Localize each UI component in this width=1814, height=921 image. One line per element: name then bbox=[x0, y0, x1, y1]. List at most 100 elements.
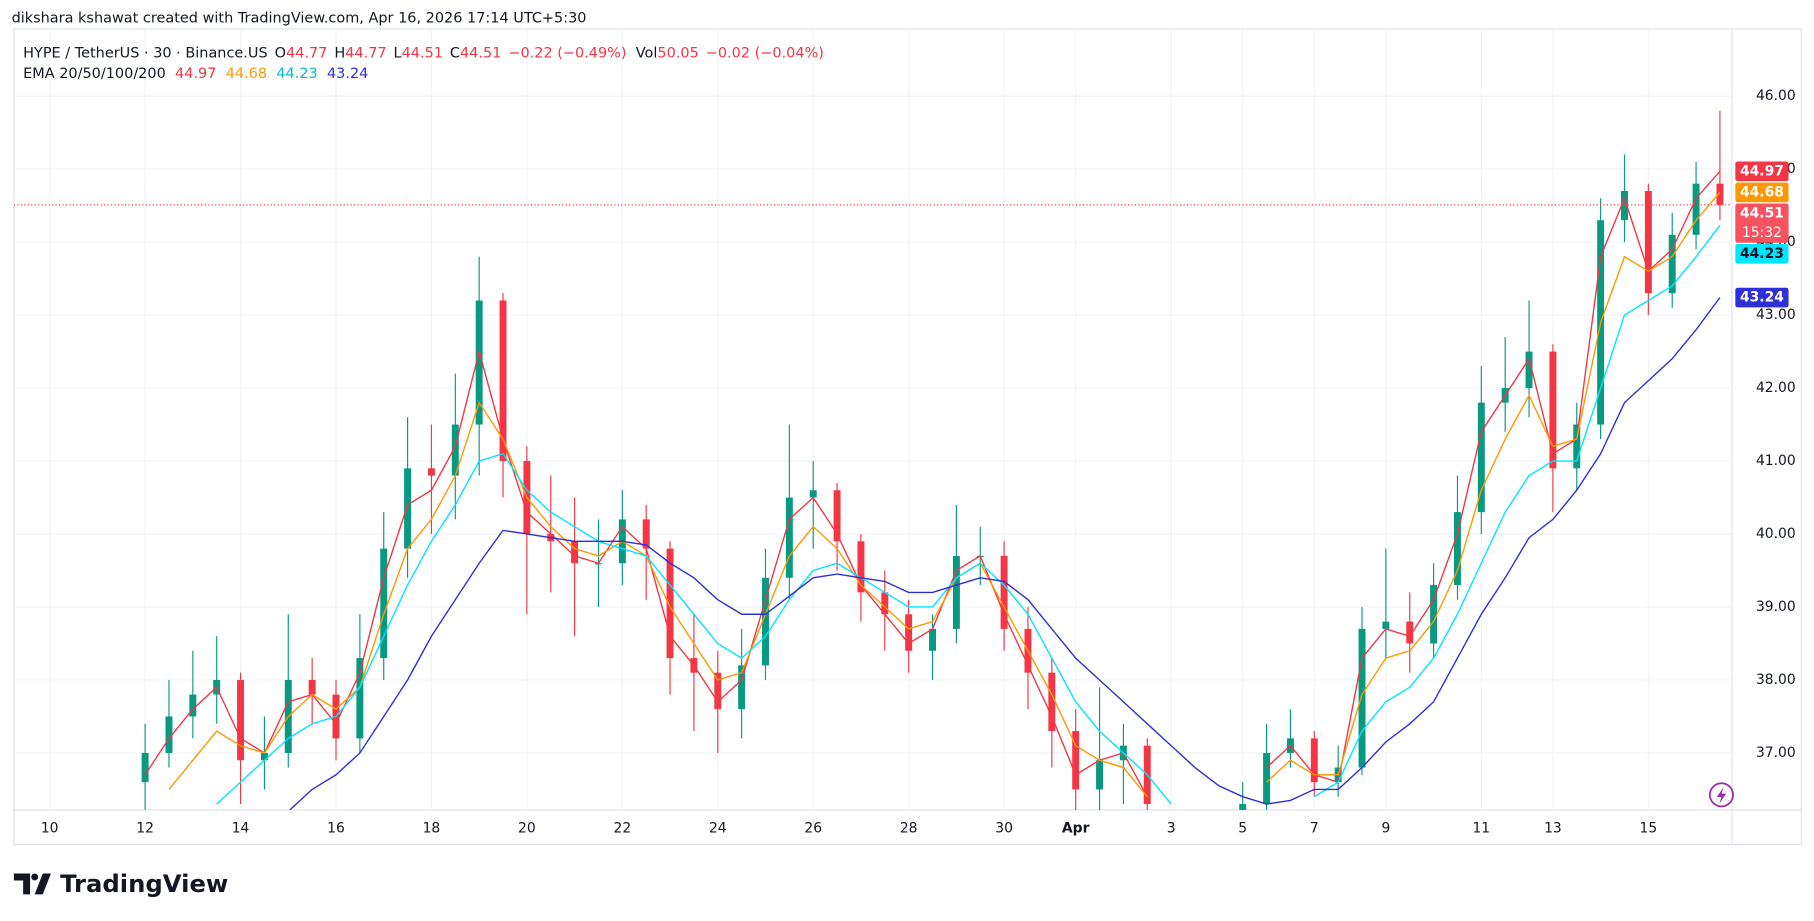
x-tick-label: 30 bbox=[995, 820, 1013, 836]
x-tick-label: 7 bbox=[1310, 820, 1319, 836]
price-badge bbox=[1735, 161, 1789, 182]
candle-body bbox=[714, 672, 722, 710]
x-tick-label: 15 bbox=[1640, 820, 1658, 836]
ema-legend: EMA 20/50/100/200 44.97 44.68 44.23 43.24 bbox=[23, 66, 368, 82]
logo-text: TradingView bbox=[60, 869, 228, 898]
candle-body bbox=[141, 752, 149, 783]
candle-body bbox=[1573, 424, 1581, 469]
candle-body bbox=[380, 548, 388, 659]
countdown: 15:32 bbox=[1742, 225, 1782, 241]
candle-body bbox=[189, 694, 197, 717]
ohlc-value: 44.51 bbox=[460, 45, 501, 61]
candle-body bbox=[260, 752, 268, 761]
price-badge bbox=[1735, 243, 1789, 264]
candle-body bbox=[237, 679, 245, 761]
candle-body bbox=[1692, 183, 1700, 235]
ema-line bbox=[216, 224, 1721, 805]
x-tick-label: 10 bbox=[41, 820, 59, 836]
ohlc-key: C bbox=[450, 45, 460, 61]
y-tick-label: 40.00 bbox=[1756, 526, 1796, 542]
x-tick-label: 12 bbox=[136, 820, 154, 836]
candle-body bbox=[475, 300, 483, 425]
price-badge-label: 44.97 bbox=[1740, 163, 1784, 179]
candle-body bbox=[1382, 621, 1390, 629]
x-tick-label: 3 bbox=[1167, 820, 1176, 836]
candle-body bbox=[785, 497, 793, 578]
candle-body bbox=[666, 548, 674, 659]
candle-body bbox=[427, 468, 435, 476]
candle-body bbox=[1477, 402, 1485, 513]
ohlc-key: O bbox=[275, 45, 286, 61]
x-tick-label: 20 bbox=[518, 820, 536, 836]
x-tick-label: 26 bbox=[804, 820, 822, 836]
candle-body bbox=[809, 490, 817, 498]
candle-body bbox=[1668, 234, 1676, 294]
ema-label: EMA 20/50/100/200 bbox=[23, 66, 166, 82]
y-tick-label: 43.00 bbox=[1756, 307, 1796, 323]
x-tick-label: 24 bbox=[709, 820, 727, 836]
volume-label: Vol bbox=[636, 45, 658, 61]
candle-body bbox=[762, 577, 769, 666]
candle-body bbox=[404, 468, 412, 549]
x-tick-label: Apr bbox=[1062, 820, 1090, 836]
x-tick-label: 9 bbox=[1381, 820, 1390, 836]
ema-value: 43.24 bbox=[327, 66, 368, 82]
candle-body bbox=[1621, 190, 1628, 221]
price-badge bbox=[1735, 182, 1789, 203]
candle-body bbox=[1048, 672, 1056, 732]
candle-body bbox=[1525, 351, 1533, 389]
candle-body bbox=[356, 658, 364, 739]
ohlc-key: L bbox=[394, 45, 402, 61]
ohlc-key: H bbox=[334, 45, 345, 61]
y-tick-label: 42.00 bbox=[1756, 380, 1796, 396]
candle-body bbox=[1358, 628, 1366, 768]
alert-icon bbox=[1709, 782, 1734, 808]
price-badge-label: 44.68 bbox=[1740, 184, 1784, 200]
candle-body bbox=[952, 555, 960, 629]
ohlc-value: 44.77 bbox=[345, 45, 386, 61]
candle-body bbox=[1263, 752, 1271, 805]
ohlc-value: 44.51 bbox=[402, 45, 443, 61]
change: −0.22 (−0.49%) bbox=[508, 45, 626, 61]
price-badge-label: 44.23 bbox=[1740, 246, 1784, 262]
ema-value: 44.97 bbox=[175, 66, 216, 82]
candle-body bbox=[1453, 512, 1461, 586]
y-tick-label: 41.00 bbox=[1756, 453, 1796, 469]
candle-body bbox=[451, 424, 459, 476]
candle-body bbox=[833, 490, 841, 542]
candle-body bbox=[642, 519, 650, 549]
x-tick-label: 18 bbox=[423, 820, 441, 836]
x-tick-label: 16 bbox=[327, 820, 345, 836]
ema-line bbox=[288, 297, 1721, 810]
ema-value: 44.23 bbox=[276, 66, 317, 82]
x-tick-label: 11 bbox=[1472, 820, 1490, 836]
price-badge-label: 43.24 bbox=[1740, 290, 1784, 306]
price-badge bbox=[1735, 203, 1789, 243]
candle-body bbox=[1000, 555, 1008, 629]
x-tick-label: 13 bbox=[1544, 820, 1562, 836]
candle-body bbox=[738, 665, 746, 710]
candle-body bbox=[929, 628, 936, 651]
volume: 50.05 bbox=[657, 45, 698, 61]
attribution: dikshara kshawat created with TradingVie… bbox=[12, 11, 587, 27]
volume-change: −0.02 (−0.04%) bbox=[706, 45, 824, 61]
candle-body bbox=[499, 300, 507, 462]
candle-body bbox=[165, 716, 173, 753]
x-tick-label: 5 bbox=[1238, 820, 1247, 836]
axes: 37.0038.0039.0040.0041.0042.0043.0044.00… bbox=[41, 88, 1796, 836]
candle-body bbox=[905, 614, 913, 651]
ohlc-value: 44.77 bbox=[286, 45, 327, 61]
candle-body bbox=[1310, 738, 1318, 783]
candle-body bbox=[1239, 804, 1247, 810]
y-tick-label: 46.00 bbox=[1756, 88, 1796, 104]
x-tick-label: 14 bbox=[232, 820, 250, 836]
symbol: HYPE / TetherUS · 30 · Binance.US bbox=[23, 45, 268, 61]
y-tick-label: 38.00 bbox=[1756, 672, 1796, 688]
candle-body bbox=[1549, 351, 1557, 469]
legend-line: HYPE / TetherUS · 30 · Binance.US O44.77 H… bbox=[23, 45, 824, 61]
candle-body bbox=[881, 592, 889, 615]
ema-line bbox=[168, 191, 1721, 798]
grid bbox=[13, 28, 1732, 810]
y-tick-label: 39.00 bbox=[1756, 599, 1796, 615]
